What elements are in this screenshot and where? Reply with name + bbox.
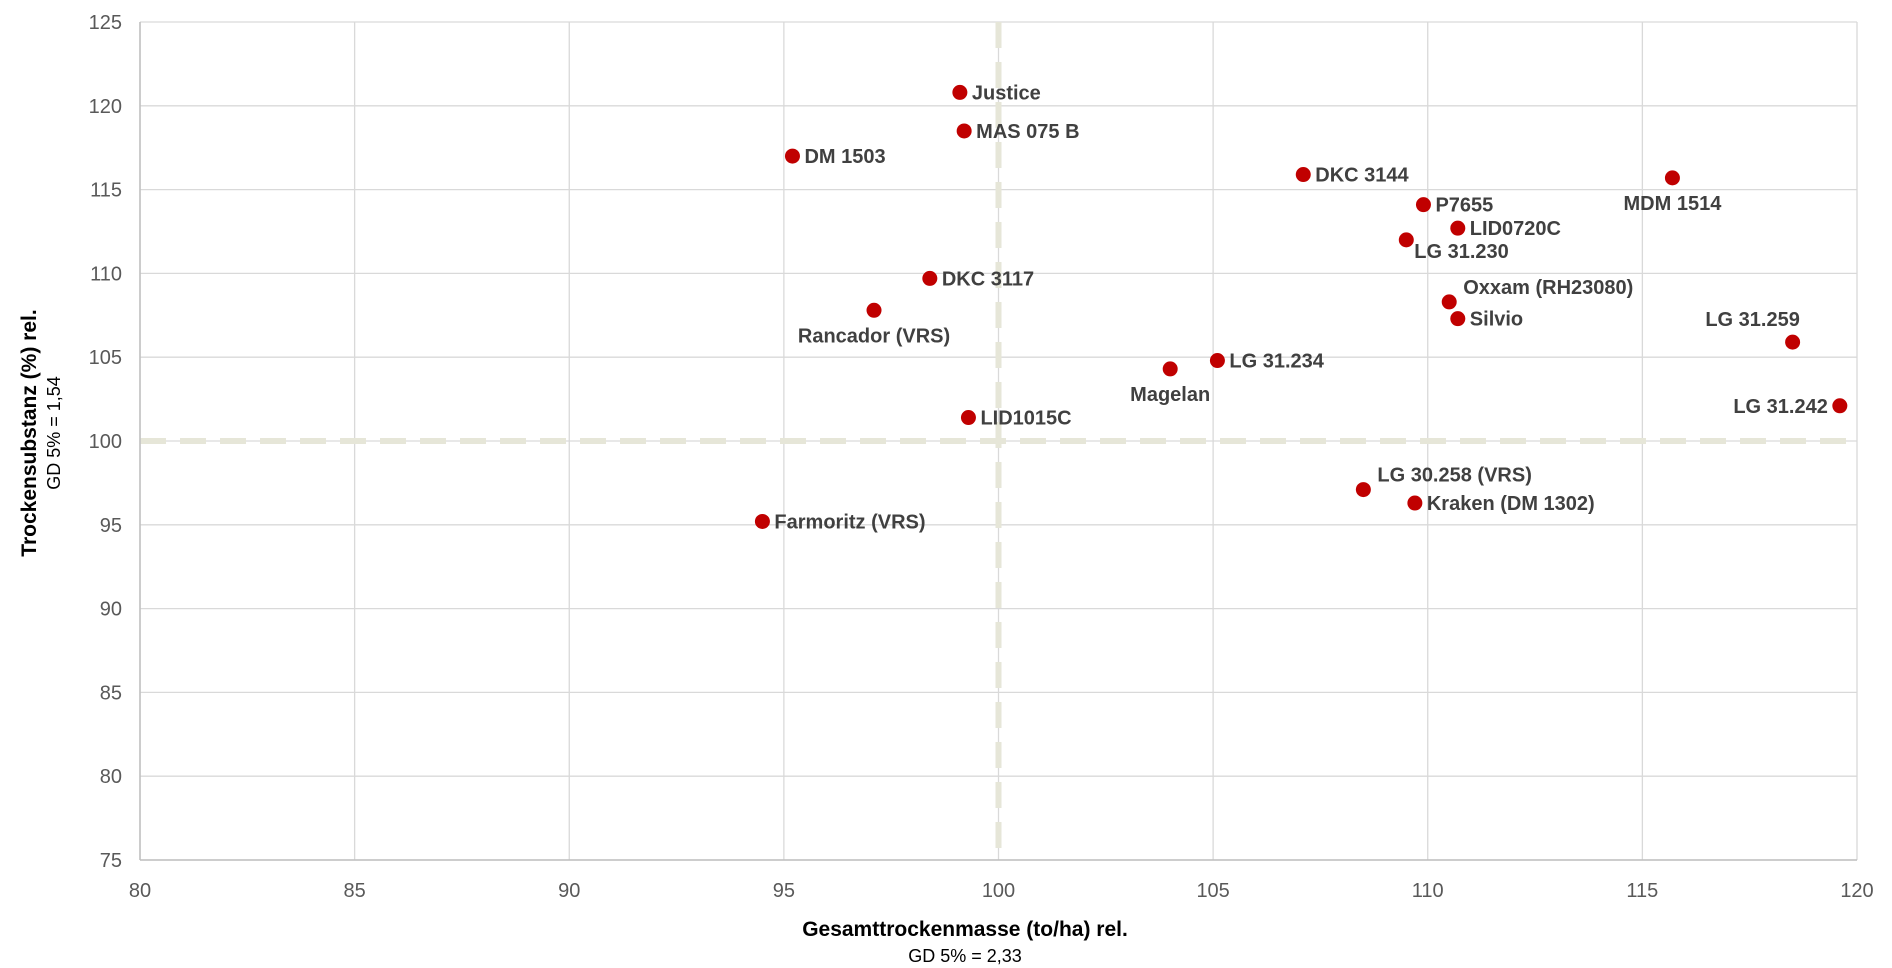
data-point — [1832, 398, 1848, 414]
x-tick-label: 110 — [1412, 880, 1444, 902]
data-point — [1209, 353, 1225, 369]
data-point — [1398, 232, 1414, 248]
data-point — [1407, 495, 1423, 511]
y-tick-label: 85 — [100, 682, 122, 704]
reference-lines — [140, 22, 1857, 860]
data-label: MDM 1514 — [1624, 193, 1723, 215]
data-point — [1415, 197, 1431, 213]
data-point — [960, 410, 976, 426]
data-label: LG 31.259 — [1705, 309, 1800, 331]
y-axis-subtitle: GD 5% = 1,54 — [44, 376, 64, 490]
axes — [139, 22, 1857, 861]
data-label: P7655 — [1435, 195, 1493, 217]
y-tick-label: 115 — [90, 180, 122, 202]
data-label: Rancador (VRS) — [798, 325, 950, 347]
y-axis-title: Trockensubstanz (%) rel. — [18, 309, 41, 556]
x-tick-label: 105 — [1196, 880, 1229, 902]
data-label: LG 31.230 — [1414, 241, 1509, 263]
x-tick-label: 80 — [129, 880, 151, 902]
data-label: LID1015C — [980, 408, 1071, 430]
data-label: LG 31.234 — [1229, 351, 1324, 373]
data-label: DKC 3144 — [1315, 165, 1409, 187]
x-tick-label: 95 — [773, 880, 795, 902]
data-label: LID0720C — [1470, 218, 1561, 240]
y-tick-label: 100 — [89, 431, 122, 453]
data-point — [784, 148, 800, 164]
tick-labels: 80 85 90 95 100 105 110 115 120 75 80 85 90 95 100 105 1… — [89, 12, 1874, 902]
data-point — [1785, 334, 1801, 350]
data-point — [1664, 170, 1680, 186]
data-point — [1162, 361, 1178, 377]
data-label: LG 30.258 (VRS) — [1377, 465, 1532, 487]
data-label: Justice — [972, 82, 1041, 104]
data-label: DKC 3117 — [942, 268, 1034, 290]
data-points — [754, 84, 1848, 529]
data-point — [952, 84, 968, 100]
data-point — [1295, 167, 1311, 183]
data-point — [1355, 482, 1371, 498]
data-point — [754, 513, 770, 529]
data-label: MAS 075 B — [976, 121, 1079, 143]
data-labels: Justice MAS 075 B DM 1503 DKC 3144 MDM 1514 P… — [774, 82, 1827, 533]
x-tick-label: 115 — [1626, 880, 1658, 902]
y-tick-label: 80 — [100, 766, 122, 788]
y-tick-label: 75 — [100, 850, 122, 872]
x-tick-label: 90 — [558, 880, 580, 902]
data-point — [956, 123, 972, 139]
data-label: Magelan — [1130, 384, 1210, 406]
data-label: Farmoritz (VRS) — [774, 511, 925, 533]
data-label: Kraken (DM 1302) — [1427, 493, 1595, 515]
y-tick-label: 120 — [89, 96, 122, 118]
y-tick-label: 95 — [100, 515, 122, 537]
x-axis-title: Gesamttrockenmasse (to/ha) rel. — [802, 918, 1128, 941]
x-axis-subtitle: GD 5% = 2,33 — [908, 946, 1022, 966]
data-point — [1450, 220, 1466, 236]
x-tick-label: 120 — [1840, 880, 1873, 902]
data-label: DM 1503 — [804, 146, 885, 168]
x-tick-label: 85 — [344, 880, 366, 902]
data-label: Oxxam (RH23080) — [1463, 277, 1633, 299]
x-tick-label: 100 — [982, 880, 1015, 902]
data-label: Silvio — [1470, 309, 1523, 331]
y-tick-label: 90 — [100, 599, 122, 621]
y-tick-label: 110 — [90, 263, 122, 285]
data-point — [1441, 294, 1457, 310]
y-tick-label: 105 — [89, 347, 122, 369]
y-tick-label: 125 — [89, 12, 122, 34]
data-point — [1450, 311, 1466, 327]
data-point — [922, 270, 938, 286]
data-label: LG 31.242 — [1733, 396, 1828, 418]
data-point — [866, 302, 882, 318]
